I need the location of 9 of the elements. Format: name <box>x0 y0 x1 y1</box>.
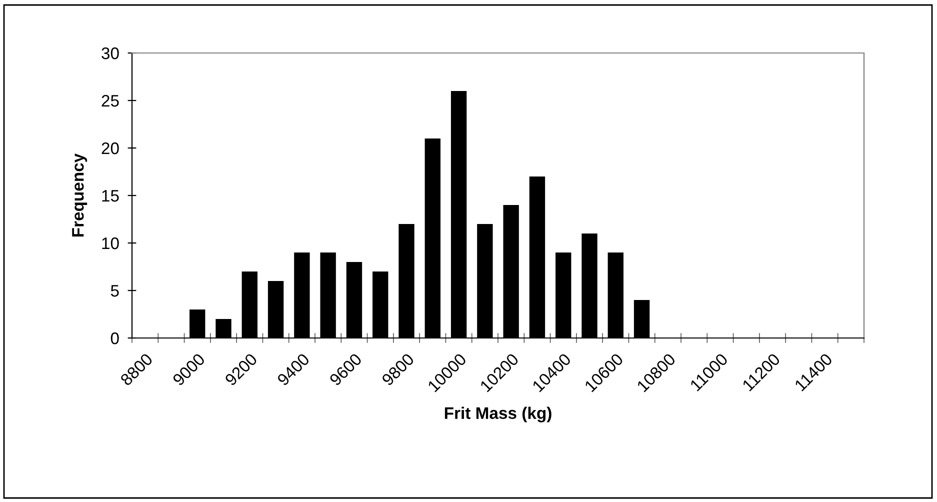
y-tick-label: 10 <box>102 237 119 250</box>
x-axis-title: Frit Mass (kg) <box>444 406 552 422</box>
y-tick-label: 0 <box>110 332 119 344</box>
y-tick-label: 15 <box>102 190 119 202</box>
y-tick-label: 5 <box>110 285 119 297</box>
y-tick-label: 20 <box>102 142 119 154</box>
y-tick-label: 30 <box>102 47 119 60</box>
y-tick-label: 25 <box>102 94 119 107</box>
y-axis-title: Frequency <box>72 153 88 237</box>
